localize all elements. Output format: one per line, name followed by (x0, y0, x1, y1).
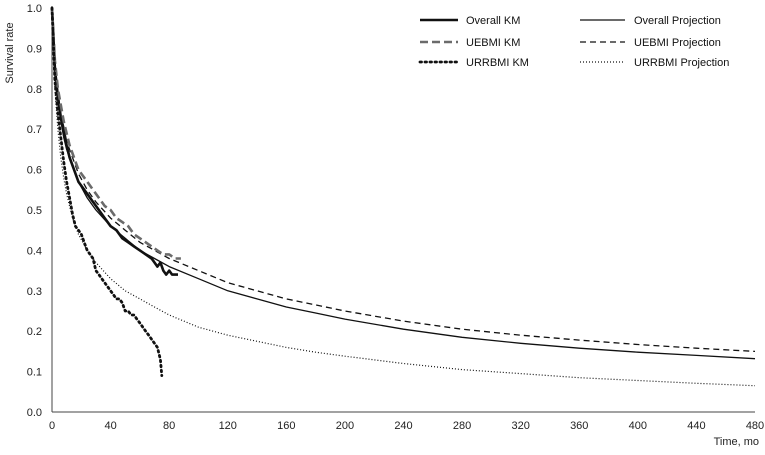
legend-label-urrbmi-km: URRBMI KM (466, 57, 529, 69)
x-tick-label: 120 (219, 420, 237, 432)
y-tick-label: 0.8 (27, 84, 42, 96)
x-tick-label: 240 (394, 420, 412, 432)
series-lines (50, 6, 756, 387)
y-tick-label: 0.4 (27, 245, 42, 257)
x-tick-label: 200 (336, 420, 354, 432)
series-line-uebmi-km (50, 7, 181, 260)
x-tick-label: 80 (163, 420, 175, 432)
legend-label-overall-projection: Overall Projection (634, 15, 721, 27)
x-tick-label: 40 (104, 420, 116, 432)
x-tick-label: 440 (687, 420, 705, 432)
y-axis-title: Survival rate (4, 22, 16, 83)
y-tick-label: 0.0 (27, 407, 42, 419)
y-tick-label: 0.5 (27, 205, 42, 217)
x-tick-labels: 0 40 80 120 160 200 240 280 320 360 400 440 480 (49, 420, 764, 432)
y-tick-label: 0.7 (27, 124, 42, 136)
x-tick-label: 0 (49, 420, 55, 432)
legend-label-urrbmi-projection: URRBMI Projection (634, 57, 729, 69)
y-tick-label: 0.9 (27, 43, 42, 55)
legend-label-uebmi-km: UEBMI KM (466, 37, 520, 49)
y-tick-labels: 0.0 0.1 0.2 0.3 0.4 0.5 0.6 0.7 0.8 0.9 1.0 (27, 3, 42, 419)
x-tick-label: 160 (277, 420, 295, 432)
axes (51, 6, 755, 413)
y-tick-label: 1.0 (27, 3, 42, 15)
x-tick-label: 480 (746, 420, 764, 432)
x-tick-label: 320 (511, 420, 529, 432)
legend-label-uebmi-projection: UEBMI Projection (634, 37, 721, 49)
series-line-urrbmi-km (50, 6, 164, 378)
y-tick-label: 0.2 (27, 326, 42, 338)
y-tick-label: 0.3 (27, 286, 42, 298)
series-line-overall-km (50, 7, 178, 276)
x-axis-title: Time, mo (714, 436, 759, 448)
legend: Overall KM UEBMI KM URRBMI KM Overall Proje… (418, 15, 729, 69)
series-line-urrbmi-projection (51, 7, 756, 387)
legend-label-overall-km: Overall KM (466, 15, 520, 27)
x-tick-label: 360 (570, 420, 588, 432)
x-tick-label: 280 (453, 420, 471, 432)
x-tick-label: 400 (629, 420, 647, 432)
y-tick-label: 0.1 (27, 367, 42, 379)
y-tick-label: 0.6 (27, 165, 42, 177)
